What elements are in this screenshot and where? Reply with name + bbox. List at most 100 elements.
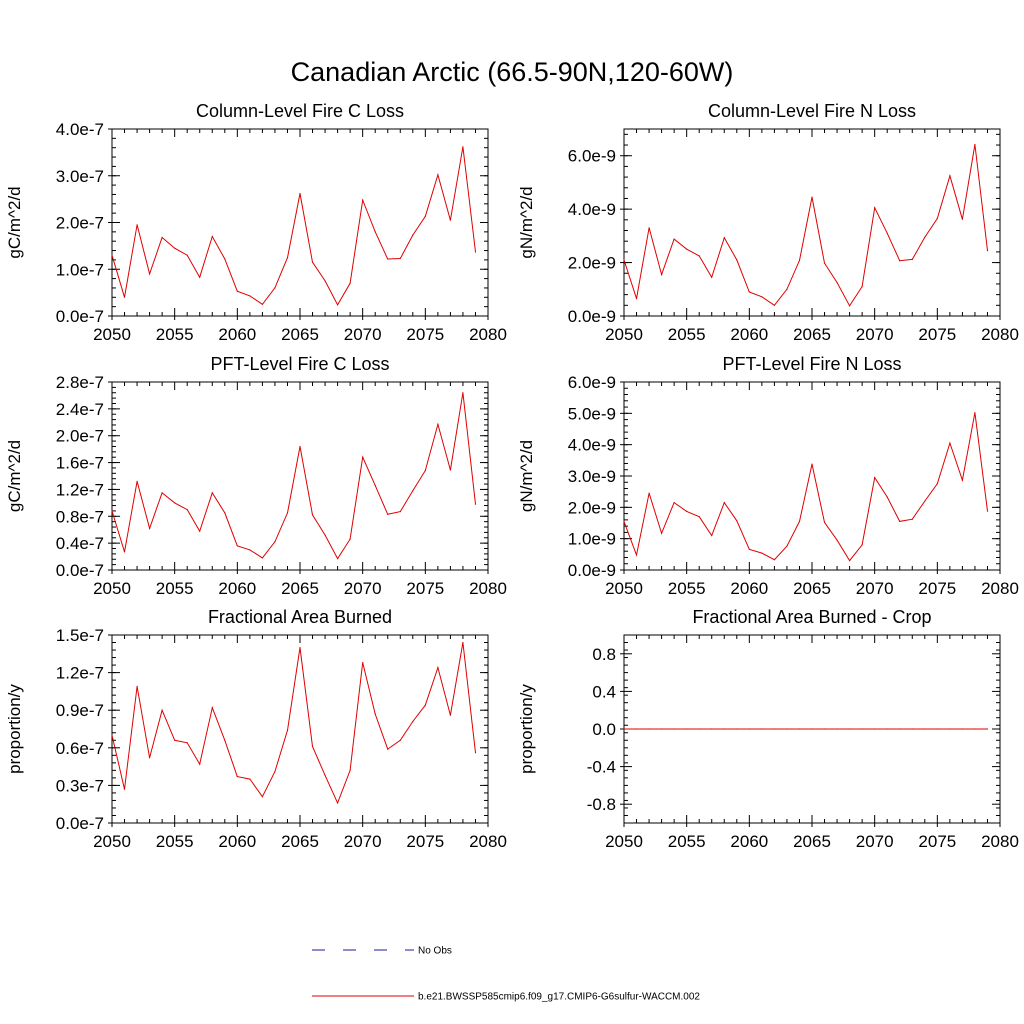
data-point	[798, 520, 801, 523]
data-point	[673, 728, 675, 730]
panel-title: PFT-Level Fire N Loss	[722, 354, 901, 374]
x-tick-label: 2070	[856, 325, 894, 344]
data-point	[861, 286, 863, 288]
data-point	[748, 548, 750, 550]
y-tick-label: 0.0e-9	[568, 561, 616, 580]
data-point	[986, 728, 989, 730]
data-point	[337, 558, 339, 560]
data-point	[924, 500, 926, 502]
data-point	[274, 541, 276, 543]
data-point	[635, 298, 638, 300]
data-point	[874, 207, 876, 209]
data-point	[399, 257, 401, 260]
data-point	[961, 218, 964, 220]
x-tick-label: 2055	[156, 325, 194, 344]
data-point	[236, 776, 238, 778]
data-point	[337, 802, 339, 804]
data-point	[123, 788, 126, 790]
series-line	[111, 392, 476, 560]
data-point	[349, 769, 351, 772]
data-point	[474, 251, 477, 253]
y-tick-label: -0.8	[587, 795, 616, 814]
data-point	[424, 470, 426, 472]
data-point	[823, 728, 826, 730]
data-point	[924, 728, 926, 730]
data-point	[811, 463, 813, 465]
data-point	[974, 143, 976, 146]
legend-label: b.e21.BWSSP585cmip6.f09_g17.CMIP6-G6sulf…	[418, 992, 700, 1003]
y-tick-label: 1.0e-7	[56, 260, 104, 279]
chart-panel-5: Fractional Area Burned proportion/y 2050 20…	[5, 607, 507, 851]
data-point	[899, 520, 901, 523]
data-point	[761, 296, 763, 298]
data-point	[274, 771, 276, 773]
data-point	[224, 258, 226, 260]
data-point	[349, 282, 351, 284]
data-point	[986, 510, 989, 512]
data-point	[736, 728, 738, 730]
data-point	[711, 534, 713, 537]
x-tick-label: 2065	[281, 832, 319, 851]
y-axis-label: proportion/y	[5, 684, 24, 774]
y-tick-label: 0.3e-7	[56, 776, 104, 795]
data-point	[786, 288, 788, 290]
data-point	[623, 259, 625, 261]
data-point	[686, 510, 688, 512]
y-tick-label: 4.0e-7	[56, 120, 104, 139]
data-point	[836, 728, 838, 730]
data-point	[211, 492, 213, 494]
data-point	[161, 709, 163, 711]
panel-title: PFT-Level Fire C Loss	[210, 354, 389, 374]
y-tick-label: 0.0e-7	[56, 561, 104, 580]
x-tick-label: 2065	[281, 325, 319, 344]
data-point	[773, 728, 776, 730]
plot-frame	[111, 634, 489, 824]
x-tick-label: 2065	[793, 579, 831, 598]
y-tick-label: 3.0e-7	[56, 167, 104, 186]
data-point	[886, 232, 888, 234]
data-point	[711, 276, 713, 278]
data-point	[161, 236, 163, 239]
data-point	[199, 276, 201, 278]
x-tick-label: 2050	[605, 579, 643, 598]
x-tick-label: 2075	[918, 579, 956, 598]
data-point	[823, 262, 826, 264]
data-point	[286, 512, 289, 514]
data-point	[261, 303, 263, 305]
data-point	[786, 545, 788, 547]
data-point	[236, 290, 238, 292]
x-tick-label: 2060	[218, 832, 256, 851]
x-tick-label: 2080	[981, 832, 1019, 851]
data-point	[761, 728, 763, 730]
data-point	[686, 248, 688, 250]
data-point	[635, 728, 638, 730]
data-point	[111, 734, 113, 736]
legend-label: No Obs	[418, 946, 452, 957]
x-tick-label: 2070	[344, 832, 382, 851]
data-point	[311, 261, 314, 263]
plot-frame	[111, 381, 489, 571]
y-axis-label: gC/m^2/d	[5, 440, 24, 512]
x-tick-label: 2075	[918, 832, 956, 851]
panel-title: Column-Level Fire N Loss	[708, 101, 916, 121]
x-tick-label: 2075	[406, 832, 444, 851]
data-point	[149, 527, 151, 530]
data-point	[249, 295, 251, 297]
data-point	[186, 254, 188, 256]
data-point	[199, 530, 201, 532]
panel-title: Column-Level Fire C Loss	[196, 101, 404, 121]
data-point	[861, 728, 863, 730]
x-tick-label: 2050	[605, 325, 643, 344]
data-point	[462, 392, 464, 394]
y-tick-label: 0.0e-9	[568, 307, 616, 326]
data-point	[949, 175, 951, 177]
data-point	[811, 728, 813, 730]
data-point	[823, 521, 826, 524]
y-tick-label: 2.0e-9	[568, 498, 616, 517]
data-point	[211, 235, 213, 238]
data-point	[849, 305, 851, 307]
panels-group: Column-Level Fire C Loss gC/m^2/d 2050 2055…	[5, 101, 1019, 851]
y-tick-label: 2.4e-7	[56, 400, 104, 419]
data-point	[111, 254, 113, 256]
y-tick-label: 2.0e-7	[56, 427, 104, 446]
